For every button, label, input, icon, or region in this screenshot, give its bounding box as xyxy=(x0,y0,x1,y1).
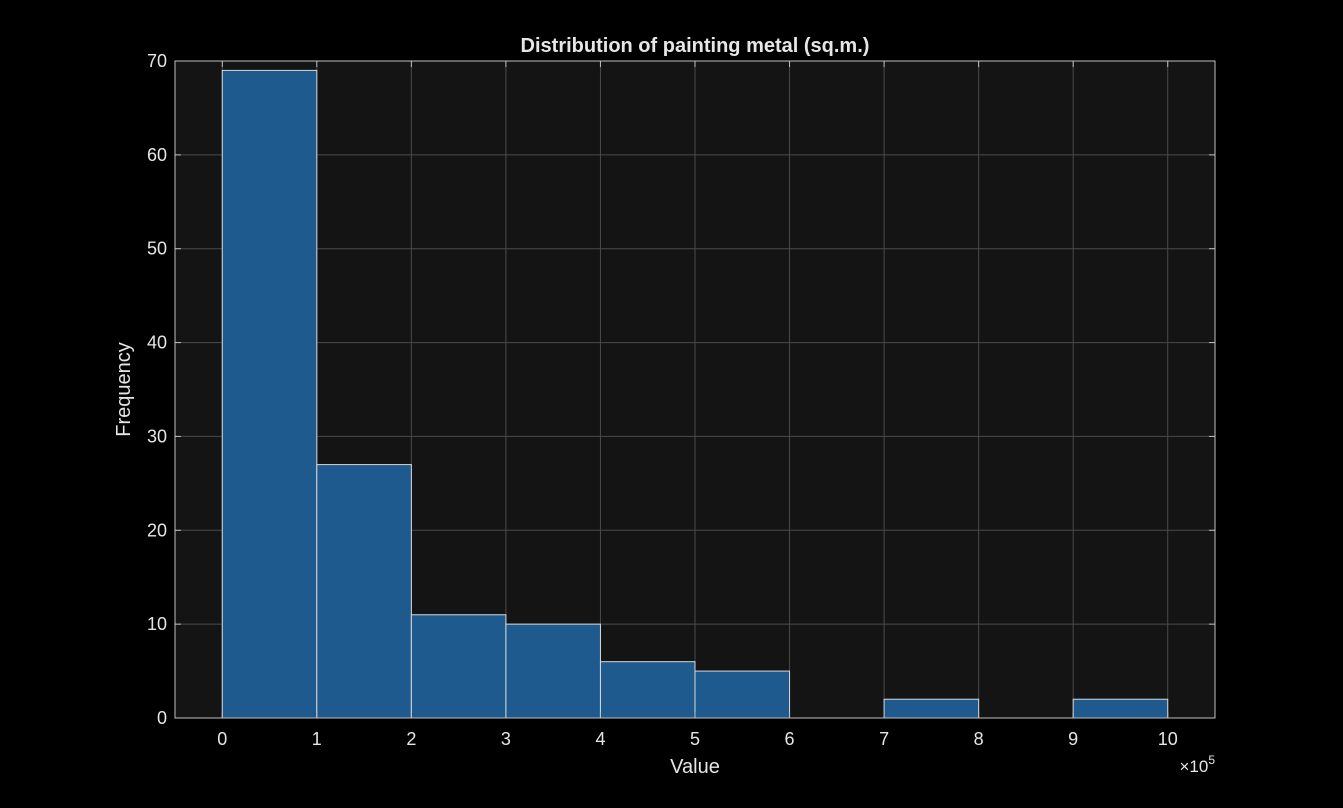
x-tick-label: 8 xyxy=(974,729,984,749)
x-tick-label: 7 xyxy=(879,729,889,749)
histogram-bar xyxy=(694,670,791,719)
y-tick-label: 30 xyxy=(147,426,167,446)
x-tick-label: 10 xyxy=(1158,729,1178,749)
y-tick-label: 40 xyxy=(147,333,167,353)
x-tick-label: 2 xyxy=(406,729,416,749)
y-tick-label: 10 xyxy=(147,614,167,634)
histogram-bar xyxy=(1072,698,1169,719)
x-axis-label: Value xyxy=(670,756,720,778)
x-tick-label: 9 xyxy=(1068,729,1078,749)
chart-title: Distribution of painting metal (sq.m.) xyxy=(521,35,870,57)
histogram-bar xyxy=(221,69,318,719)
x-tick-label: 1 xyxy=(312,729,322,749)
y-tick-label: 60 xyxy=(147,145,167,165)
x-tick-label: 0 xyxy=(217,729,227,749)
y-axis-label: Frequency xyxy=(113,342,135,437)
y-tick-label: 20 xyxy=(147,520,167,540)
y-tick-label: 50 xyxy=(147,239,167,259)
axis-ticks: 0 1 2 3 4 5 6 7 8 9 10 0 10 20 30 40 50 60 70 xyxy=(147,51,1215,749)
y-tick-label: 0 xyxy=(157,708,167,728)
x-axis-exponent: ×105 xyxy=(1179,753,1215,776)
x-tick-label: 6 xyxy=(785,729,795,749)
histogram-bar xyxy=(883,698,980,719)
x-tick-label: 3 xyxy=(501,729,511,749)
histogram-bar xyxy=(599,661,696,719)
histogram-bar xyxy=(410,614,507,719)
histogram-bars xyxy=(221,69,1169,719)
x-tick-label: 4 xyxy=(595,729,605,749)
x-tick-label: 5 xyxy=(690,729,700,749)
histogram-bar xyxy=(316,464,412,719)
y-tick-label: 70 xyxy=(147,51,167,71)
histogram-bar xyxy=(505,623,601,719)
